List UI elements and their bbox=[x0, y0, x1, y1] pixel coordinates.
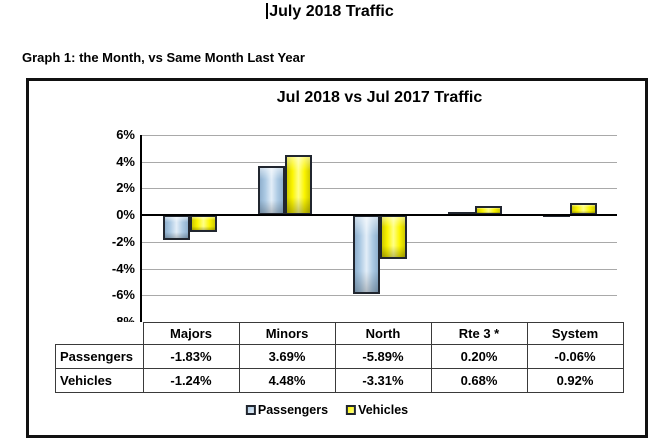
legend-swatch-passengers bbox=[245, 405, 256, 415]
table-row: Passengers -1.83% 3.69% -5.89% 0.20% -0.06% bbox=[55, 344, 624, 369]
bar-vehicles-majors bbox=[189, 215, 217, 232]
table-row-label-passengers: Passengers bbox=[55, 344, 144, 369]
table-header-majors: Majors bbox=[142, 322, 240, 345]
table-header-system: System bbox=[526, 322, 624, 345]
legend-item-passengers: Passengers bbox=[245, 403, 329, 417]
table-cell-passengers-rte-3: 0.20% bbox=[430, 344, 528, 369]
table-cell-vehicles-north: -3.31% bbox=[334, 368, 432, 393]
y-axis-tick-label: 0% bbox=[116, 207, 135, 223]
table-cell-passengers-majors: -1.83% bbox=[142, 344, 240, 369]
gridline bbox=[142, 161, 617, 163]
table-header-rte-3: Rte 3 * bbox=[430, 322, 528, 345]
y-axis-tick-label: -4% bbox=[111, 260, 135, 276]
bar-passengers-majors bbox=[162, 215, 190, 240]
chart-title: Jul 2018 vs Jul 2017 Traffic bbox=[276, 89, 483, 106]
bar-vehicles-rte-3 bbox=[474, 206, 502, 216]
data-table: Majors Minors North Rte 3 * System Passengers… bbox=[55, 322, 624, 393]
table-cell-vehicles-rte-3: 0.68% bbox=[430, 368, 528, 393]
y-axis-tick-label: -6% bbox=[111, 287, 135, 303]
zero-line bbox=[142, 214, 617, 217]
legend-label: Vehicles bbox=[358, 403, 409, 417]
chart-legend: Passengers Vehicles bbox=[245, 403, 408, 417]
gridline bbox=[142, 135, 617, 136]
y-axis-tick-label: 2% bbox=[116, 180, 135, 196]
gridline bbox=[142, 188, 617, 190]
bar-vehicles-minors bbox=[284, 155, 312, 216]
table-row-label-vehicles: Vehicles bbox=[55, 368, 144, 393]
table-cell-vehicles-majors: -1.24% bbox=[142, 368, 240, 393]
chart-object[interactable]: Jul 2018 vs Jul 2017 Traffic 6% 4% 2% 0% -2%… bbox=[26, 78, 648, 438]
bar-vehicles-system bbox=[569, 202, 597, 216]
bar-passengers-north bbox=[352, 215, 380, 294]
gridline bbox=[142, 295, 617, 297]
table-header-north: North bbox=[334, 322, 432, 345]
legend-label: Passengers bbox=[257, 403, 329, 417]
page-title-text: July 2018 Traffic bbox=[269, 3, 394, 20]
table-header-row: Majors Minors North Rte 3 * System bbox=[56, 322, 624, 345]
table-cell-passengers-north: -5.89% bbox=[334, 344, 432, 369]
table-cell-passengers-minors: 3.69% bbox=[238, 344, 336, 369]
y-axis-tick-label: 6% bbox=[116, 127, 135, 142]
gridline bbox=[142, 268, 617, 270]
graph-caption[interactable]: Graph 1: the Month, vs Same Month Last Y… bbox=[22, 50, 305, 65]
y-axis-line bbox=[140, 135, 142, 322]
y-axis-tick-label: -2% bbox=[111, 233, 135, 249]
text-cursor bbox=[266, 3, 269, 19]
bar-passengers-minors bbox=[257, 165, 285, 216]
legend-item-vehicles: Vehicles bbox=[346, 403, 408, 417]
legend-swatch-vehicles bbox=[346, 405, 357, 415]
page-title[interactable]: July 2018 Traffic bbox=[0, 3, 660, 21]
table-header-minors: Minors bbox=[238, 322, 336, 345]
table-corner-blank bbox=[56, 323, 144, 345]
y-axis-tick-label: 4% bbox=[116, 153, 135, 169]
table-cell-passengers-system: -0.06% bbox=[526, 344, 624, 369]
table-row: Vehicles -1.24% 4.48% -3.31% 0.68% 0.92% bbox=[55, 368, 624, 393]
table-cell-vehicles-minors: 4.48% bbox=[238, 368, 336, 393]
table-cell-vehicles-system: 0.92% bbox=[526, 368, 624, 393]
plot-area: 6%4%2%0%-2%-4%-6%-8% bbox=[29, 81, 645, 435]
bar-vehicles-north bbox=[379, 215, 407, 260]
